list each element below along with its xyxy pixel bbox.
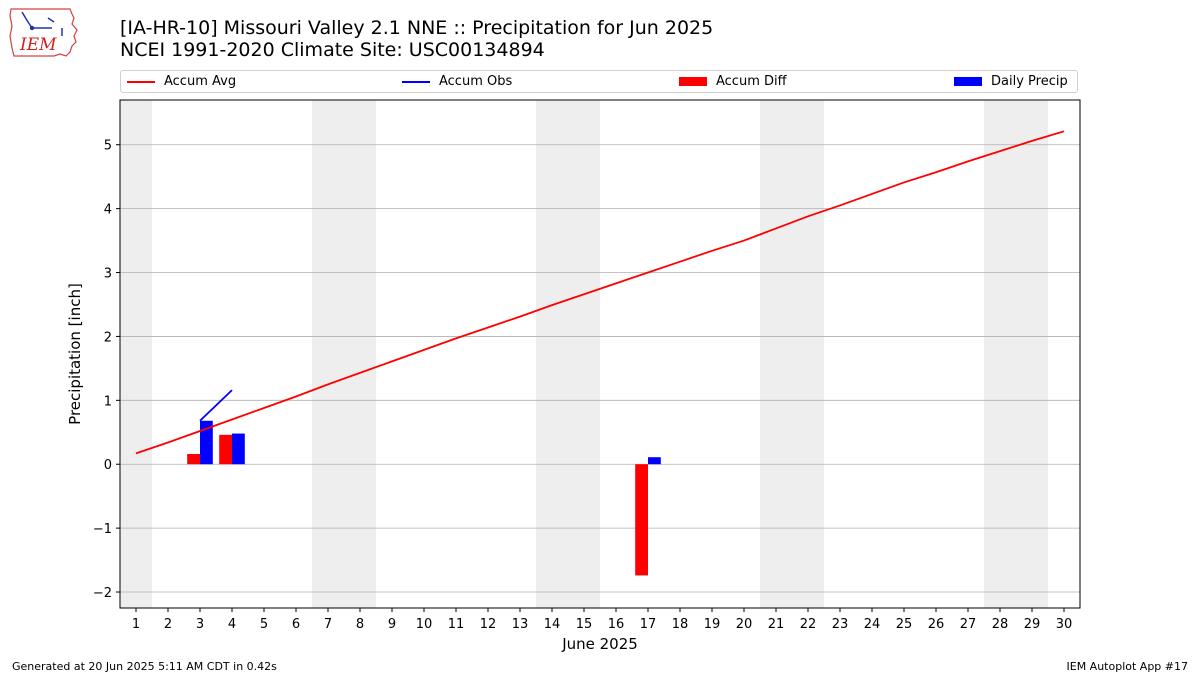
y-tick-label-0: 0 xyxy=(104,458,112,473)
x-tick-label-11: 11 xyxy=(448,617,465,632)
x-tick-label-23: 23 xyxy=(832,617,849,632)
y-tick-label-1: 1 xyxy=(104,394,112,409)
x-tick-label-19: 19 xyxy=(704,617,721,632)
legend-label-accum-avg: Accum Avg xyxy=(164,74,237,89)
y-tick-label-4: 4 xyxy=(104,203,112,218)
y-axis-ticks: −2 −1 0 1 2 3 4 5 xyxy=(93,139,120,601)
legend-swatch-accum-avg xyxy=(127,80,155,83)
legend-item-accum-avg: Accum Avg xyxy=(127,73,236,91)
y-tick-label--2: −2 xyxy=(93,586,112,601)
x-tick-label-2: 2 xyxy=(164,617,172,632)
plot-frame xyxy=(119,99,1081,609)
x-tick-label-1: 1 xyxy=(132,617,140,632)
legend-swatch-accum-obs xyxy=(402,80,430,83)
y-axis-label: Precipitation [inch] xyxy=(66,283,84,425)
x-tick-label-13: 13 xyxy=(512,617,529,632)
y-tick-label-5: 5 xyxy=(104,139,112,154)
daily-precip-bar-day-4 xyxy=(232,433,245,465)
x-tick-label-8: 8 xyxy=(356,617,364,632)
legend-item-accum-obs: Accum Obs xyxy=(402,73,512,91)
accum-diff-bar-day-17 xyxy=(635,464,648,576)
x-tick-label-14: 14 xyxy=(544,617,561,632)
legend-item-daily-precip: Daily Precip xyxy=(954,73,1068,91)
chart-title: [IA-HR-10] Missouri Valley 2.1 NNE :: Pr… xyxy=(120,17,714,39)
accum-obs-line xyxy=(199,389,233,422)
legend-label-accum-obs: Accum Obs xyxy=(439,74,513,89)
legend-label-daily-precip: Daily Precip xyxy=(991,74,1068,89)
x-tick-label-3: 3 xyxy=(196,617,204,632)
iowa-outline-shape xyxy=(9,8,78,57)
x-tick-label-17: 17 xyxy=(640,617,657,632)
x-tick-label-27: 27 xyxy=(960,617,977,632)
chart-subtitle: NCEI 1991-2020 Climate Site: USC00134894 xyxy=(120,39,545,61)
accum-avg-line xyxy=(135,130,1065,455)
accum-diff-bar-day-3 xyxy=(187,454,200,465)
weekend-band-4 xyxy=(984,100,1048,608)
y-tick-label--1: −1 xyxy=(93,522,112,537)
daily-precip-bar-day-3 xyxy=(200,420,213,465)
vane-dot-icon xyxy=(29,25,35,31)
x-tick-label-24: 24 xyxy=(864,617,881,632)
app-credit: IEM Autoplot App #17 xyxy=(1066,660,1189,673)
legend-item-accum-diff: Accum Diff xyxy=(679,73,787,91)
x-tick-label-9: 9 xyxy=(388,617,396,632)
x-tick-label-18: 18 xyxy=(672,617,689,632)
weekend-band-1 xyxy=(312,100,376,608)
x-tick-label-26: 26 xyxy=(928,617,945,632)
x-tick-label-12: 12 xyxy=(480,617,497,632)
legend-label-accum-diff: Accum Diff xyxy=(716,74,787,89)
daily-precip-bar-day-17 xyxy=(648,457,661,465)
x-tick-label-25: 25 xyxy=(896,617,913,632)
logo-text: IEM xyxy=(19,35,57,55)
x-tick-label-21: 21 xyxy=(768,617,785,632)
x-tick-label-6: 6 xyxy=(292,617,300,632)
accum-diff-bar-day-4 xyxy=(219,434,232,465)
x-tick-label-28: 28 xyxy=(992,617,1009,632)
chart-legend: Accum Avg Accum Obs Accum Diff Daily Pre… xyxy=(120,70,1078,93)
x-tick-label-29: 29 xyxy=(1024,617,1041,632)
x-tick-label-4: 4 xyxy=(228,617,236,632)
bar-marks xyxy=(187,420,661,576)
generated-timestamp: Generated at 20 Jun 2025 5:11 AM CDT in … xyxy=(12,660,277,673)
weekend-bands xyxy=(120,100,1048,608)
weekend-band-2 xyxy=(536,100,600,608)
x-tick-label-30: 30 xyxy=(1056,617,1073,632)
weekend-band-3 xyxy=(760,100,824,608)
y-tick-label-2: 2 xyxy=(104,330,112,345)
weather-vane-icon xyxy=(21,11,63,36)
gridlines xyxy=(120,144,1080,593)
line-marks xyxy=(135,130,1065,455)
legend-swatch-daily-precip xyxy=(954,77,982,86)
x-axis-ticks: 1 2 3 4 5 6 7 8 9 10 11 12 13 14 15 16 17 18 19 20 21 22 23 24 2… xyxy=(132,608,1072,632)
x-tick-label-20: 20 xyxy=(736,617,753,632)
x-tick-label-16: 16 xyxy=(608,617,625,632)
x-tick-label-10: 10 xyxy=(416,617,433,632)
x-axis-label: June 2025 xyxy=(561,635,638,653)
legend-swatch-accum-diff xyxy=(679,77,707,86)
x-tick-label-22: 22 xyxy=(800,617,817,632)
x-tick-label-5: 5 xyxy=(260,617,268,632)
x-tick-label-7: 7 xyxy=(324,617,332,632)
iem-logo: IEM xyxy=(9,8,78,57)
weekend-band-0 xyxy=(120,100,152,608)
x-tick-label-15: 15 xyxy=(576,617,593,632)
y-tick-label-3: 3 xyxy=(104,267,112,282)
